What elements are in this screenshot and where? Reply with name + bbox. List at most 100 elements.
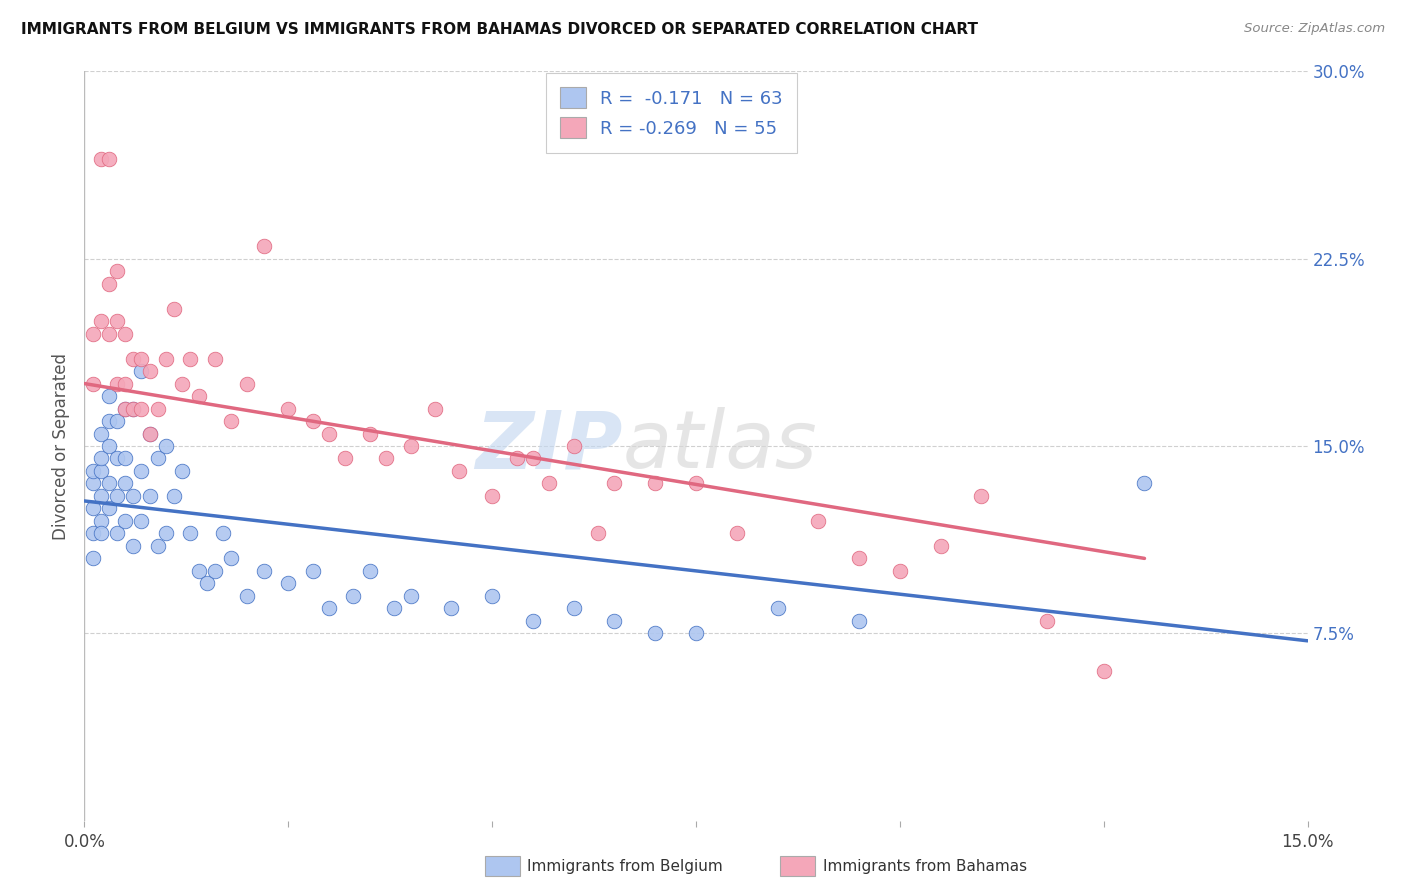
- Point: [114, 326, 136, 341]
- Point: [131, 351, 153, 366]
- Point: [399, 589, 422, 603]
- Point: [449, 464, 471, 478]
- Point: [481, 489, 503, 503]
- Point: [155, 439, 177, 453]
- Point: [122, 539, 145, 553]
- Point: [301, 564, 323, 578]
- Point: [163, 489, 186, 503]
- Point: [562, 601, 585, 615]
- Point: [97, 439, 120, 453]
- Point: [163, 301, 186, 316]
- Point: [204, 564, 226, 578]
- Point: [848, 551, 870, 566]
- Point: [105, 376, 128, 391]
- Point: [155, 526, 177, 541]
- Point: [122, 489, 145, 503]
- Point: [522, 614, 544, 628]
- Point: [603, 476, 626, 491]
- Point: [562, 439, 585, 453]
- Point: [236, 376, 259, 391]
- Point: [114, 401, 136, 416]
- Point: [97, 414, 120, 428]
- Point: [90, 514, 112, 528]
- Point: [807, 514, 830, 528]
- Point: [138, 426, 160, 441]
- Point: [97, 152, 120, 166]
- Point: [359, 564, 381, 578]
- Point: [131, 364, 153, 378]
- Point: [481, 589, 503, 603]
- Point: [97, 389, 120, 403]
- Point: [105, 489, 128, 503]
- Point: [105, 451, 128, 466]
- Point: [505, 451, 527, 466]
- Point: [522, 451, 544, 466]
- Point: [82, 464, 104, 478]
- Point: [219, 414, 242, 428]
- Point: [90, 489, 112, 503]
- Point: [440, 601, 463, 615]
- Point: [685, 626, 707, 640]
- Point: [138, 489, 160, 503]
- Point: [82, 501, 104, 516]
- Point: [131, 464, 153, 478]
- Point: [253, 239, 276, 253]
- Text: ZIP: ZIP: [475, 407, 623, 485]
- Point: [172, 464, 194, 478]
- Point: [82, 376, 104, 391]
- Point: [138, 364, 160, 378]
- Point: [138, 426, 160, 441]
- Point: [725, 526, 748, 541]
- Point: [236, 589, 259, 603]
- Point: [586, 526, 609, 541]
- Point: [114, 376, 136, 391]
- Text: Immigrants from Belgium: Immigrants from Belgium: [527, 859, 723, 873]
- Text: Immigrants from Bahamas: Immigrants from Bahamas: [823, 859, 1026, 873]
- Point: [122, 351, 145, 366]
- Point: [277, 401, 299, 416]
- Point: [889, 564, 911, 578]
- Point: [131, 514, 153, 528]
- Point: [382, 601, 405, 615]
- Point: [766, 601, 789, 615]
- Point: [399, 439, 422, 453]
- Point: [146, 539, 169, 553]
- Y-axis label: Divorced or Separated: Divorced or Separated: [52, 352, 70, 540]
- Point: [1035, 614, 1057, 628]
- Point: [90, 314, 112, 328]
- Point: [342, 589, 364, 603]
- Point: [538, 476, 561, 491]
- Point: [195, 576, 218, 591]
- Point: [187, 389, 209, 403]
- Text: IMMIGRANTS FROM BELGIUM VS IMMIGRANTS FROM BAHAMAS DIVORCED OR SEPARATED CORRELA: IMMIGRANTS FROM BELGIUM VS IMMIGRANTS FR…: [21, 22, 979, 37]
- Point: [90, 152, 112, 166]
- Point: [90, 451, 112, 466]
- Point: [187, 564, 209, 578]
- Point: [105, 264, 128, 278]
- Point: [155, 351, 177, 366]
- Point: [114, 451, 136, 466]
- Point: [1092, 664, 1115, 678]
- Point: [97, 501, 120, 516]
- Point: [644, 476, 666, 491]
- Point: [1133, 476, 1156, 491]
- Point: [90, 426, 112, 441]
- Point: [90, 526, 112, 541]
- Point: [179, 526, 201, 541]
- Point: [970, 489, 993, 503]
- Point: [848, 614, 870, 628]
- Point: [97, 277, 120, 291]
- Point: [82, 526, 104, 541]
- Point: [114, 401, 136, 416]
- Point: [122, 401, 145, 416]
- Point: [335, 451, 357, 466]
- Point: [359, 426, 381, 441]
- Point: [105, 314, 128, 328]
- Point: [644, 626, 666, 640]
- Point: [82, 476, 104, 491]
- Legend: R =  -0.171   N = 63, R = -0.269   N = 55: R = -0.171 N = 63, R = -0.269 N = 55: [546, 73, 797, 153]
- Text: atlas: atlas: [623, 407, 817, 485]
- Point: [114, 514, 136, 528]
- Point: [423, 401, 446, 416]
- Point: [253, 564, 276, 578]
